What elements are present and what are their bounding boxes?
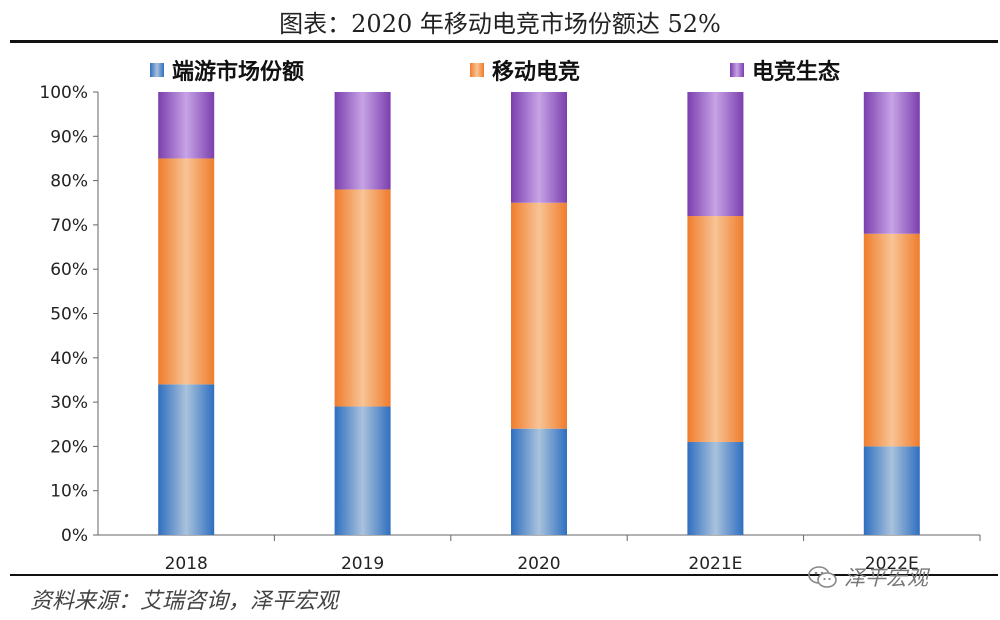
bar-segment xyxy=(158,384,215,535)
legend-swatch xyxy=(730,63,744,77)
watermark-text: 泽平宏观 xyxy=(844,566,928,590)
y-tick-label: 10% xyxy=(50,482,88,502)
y-tick-label: 50% xyxy=(50,305,88,325)
y-tick-label: 20% xyxy=(50,437,88,457)
y-tick-label: 30% xyxy=(50,393,88,413)
bar-segment xyxy=(511,428,567,535)
legend-label: 移动电竞 xyxy=(492,59,580,85)
bottom-rule xyxy=(10,574,998,576)
wechat-icon xyxy=(808,566,837,588)
bar-segment xyxy=(687,216,744,442)
bar-segment xyxy=(863,233,920,447)
x-tick-label: 2022E xyxy=(865,554,919,574)
bar-segment xyxy=(334,406,391,535)
bar-segment xyxy=(863,92,920,234)
legend-swatch xyxy=(150,63,164,77)
bar-segment xyxy=(158,92,215,159)
chart-title: 图表：2020 年移动电竞市场份额达 52% xyxy=(279,10,721,38)
bar-segment xyxy=(334,92,391,190)
legend-label: 端游市场份额 xyxy=(172,59,304,85)
x-tick-label: 2019 xyxy=(341,554,384,574)
y-tick-label: 70% xyxy=(50,216,88,236)
bar-segment xyxy=(687,441,744,535)
bar-segment xyxy=(334,189,391,407)
source-note: 资料来源：艾瑞咨询，泽平宏观 xyxy=(30,589,339,614)
y-tick-label: 100% xyxy=(39,83,88,103)
bar-segment xyxy=(511,202,567,429)
watermark: 泽平宏观 xyxy=(808,562,928,592)
legend-label: 电竞生态 xyxy=(752,59,840,85)
y-tick-label: 0% xyxy=(61,526,88,546)
y-tick-label: 90% xyxy=(50,127,88,147)
bar-segment xyxy=(863,446,920,535)
stacked-bar-chart: 端游市场份额 移动电竞 电竞生态 0% 10% 20% 30% 40% 50% 60% 70% 80… xyxy=(39,59,981,574)
bar-segment xyxy=(687,92,744,217)
top-rule xyxy=(10,40,998,43)
y-tick-label: 60% xyxy=(50,260,88,280)
x-tick-label: 2020 xyxy=(517,554,560,574)
x-tick-label: 2021E xyxy=(688,554,742,574)
bar-segment xyxy=(158,158,215,385)
y-tick-label: 80% xyxy=(50,172,88,192)
bar-segment xyxy=(511,92,567,203)
legend-swatch xyxy=(470,63,484,77)
x-tick-label: 2018 xyxy=(165,554,208,574)
y-tick-label: 40% xyxy=(50,349,88,369)
